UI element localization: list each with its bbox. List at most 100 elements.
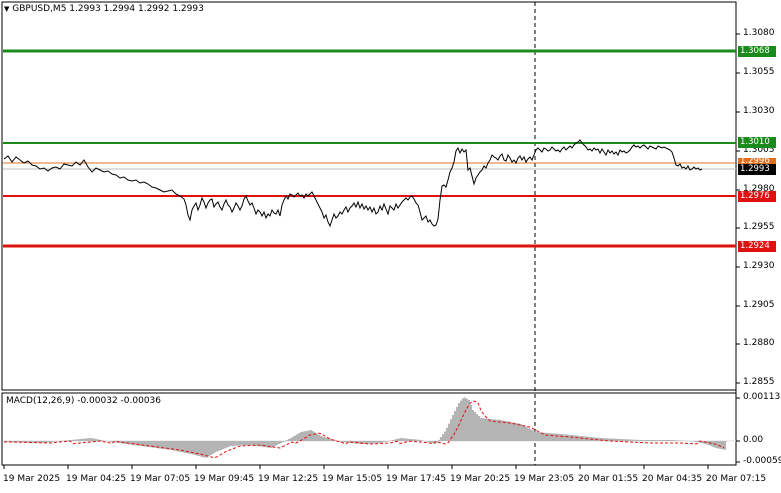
macd-histogram-bar — [680, 441, 682, 442]
macd-histogram-bar — [92, 438, 94, 441]
macd-histogram-bar — [464, 398, 466, 441]
macd-histogram-bar — [388, 441, 390, 442]
time-label: 19 Mar 07:05 — [130, 474, 190, 484]
time-label: 19 Mar 2025 — [3, 474, 60, 484]
macd-histogram-bar — [138, 441, 140, 446]
macd-histogram-bar — [672, 440, 674, 441]
macd-histogram-bar — [184, 441, 186, 453]
macd-histogram-bar — [312, 431, 314, 441]
price-tag-green-top: 1.3068 — [738, 46, 776, 57]
macd-histogram-bar — [624, 439, 626, 441]
macd-histogram-bar — [444, 431, 446, 441]
macd-histogram-bar — [472, 410, 474, 441]
macd-histogram-bar — [516, 423, 518, 441]
macd-histogram-bar — [690, 441, 692, 442]
macd-histogram-bar — [318, 435, 320, 441]
macd-histogram-bar — [488, 419, 490, 441]
macd-histogram-bar — [518, 424, 520, 441]
macd-histogram-bar — [32, 441, 34, 443]
time-label: 19 Mar 17:45 — [386, 474, 446, 484]
macd-histogram-bar — [286, 440, 288, 441]
time-label: 19 Mar 15:05 — [322, 474, 382, 484]
symbol-quote-text: GBPUSD,M5 1.2993 1.2994 1.2992 1.2993 — [12, 4, 204, 14]
macd-histogram-bar — [214, 441, 216, 453]
macd-histogram-bar — [718, 441, 720, 449]
macd-histogram-bar — [86, 438, 88, 441]
macd-histogram-bar — [298, 433, 300, 441]
macd-histogram-bar — [412, 439, 414, 441]
macd-histogram-bar — [22, 441, 24, 443]
macd-histogram-bar — [282, 441, 284, 442]
macd-tick-label: 0.00113 — [743, 392, 780, 402]
macd-histogram-bar — [84, 439, 86, 441]
macd-histogram-bar — [616, 439, 618, 441]
macd-histogram-bar — [722, 441, 724, 449]
macd-histogram-bar — [512, 422, 514, 441]
macd-histogram-bar — [226, 441, 228, 448]
macd-histogram-bar — [54, 441, 56, 442]
macd-histogram-bar — [174, 441, 176, 451]
macd-histogram-bar — [476, 414, 478, 441]
macd-histogram-bar — [12, 441, 14, 442]
macd-histogram-bar — [418, 440, 420, 441]
price-tick-label: 1.3030 — [743, 106, 775, 116]
macd-histogram-bar — [636, 440, 638, 441]
macd-histogram-bar — [508, 422, 510, 441]
macd-histogram-bar — [224, 441, 226, 448]
macd-histogram-bar — [374, 441, 376, 443]
macd-histogram-bar — [108, 441, 110, 442]
macd-histogram-bar — [368, 441, 370, 444]
macd-histogram-bar — [576, 436, 578, 441]
macd-histogram-bar — [42, 441, 44, 443]
macd-histogram-bar — [144, 441, 146, 447]
macd-histogram-bar — [634, 440, 636, 441]
macd-histogram-bar — [480, 418, 482, 441]
price-tick-label: 1.3080 — [743, 28, 775, 38]
macd-histogram-bar — [212, 441, 214, 454]
macd-histogram-bar — [654, 440, 656, 441]
macd-histogram-bar — [230, 441, 232, 446]
macd-histogram-bar — [194, 441, 196, 455]
macd-histogram-bar — [646, 440, 648, 441]
macd-histogram-bar — [664, 440, 666, 441]
macd-histogram-bar — [622, 439, 624, 441]
macd-histogram-bar — [608, 438, 610, 441]
price-tick-label: 1.2930 — [743, 261, 775, 271]
macd-histogram-bar — [652, 440, 654, 441]
macd-histogram — [4, 398, 728, 458]
macd-histogram-bar — [648, 440, 650, 441]
macd-histogram-bar — [678, 440, 680, 441]
macd-histogram-bar — [696, 441, 698, 442]
macd-histogram-bar — [132, 441, 134, 445]
time-axis-ticks — [4, 465, 708, 469]
macd-histogram-bar — [386, 441, 388, 442]
macd-histogram-bar — [674, 440, 676, 441]
macd-histogram-bar — [446, 428, 448, 441]
macd-histogram-bar — [72, 440, 74, 441]
macd-histogram-bar — [614, 439, 616, 441]
macd-histogram-bar — [50, 441, 52, 442]
symbol-header[interactable]: ▼ GBPUSD,M5 1.2993 1.2994 1.2992 1.2993 — [4, 4, 204, 14]
macd-histogram-bar — [536, 432, 538, 441]
macd-histogram-bar — [588, 437, 590, 441]
macd-histogram-bar — [428, 441, 430, 442]
price-tick-label: 1.3055 — [743, 67, 775, 77]
macd-histogram-bar — [410, 439, 412, 441]
macd-histogram-bar — [448, 424, 450, 441]
macd-histogram-bar — [344, 441, 346, 442]
collapse-triangle-icon[interactable]: ▼ — [4, 5, 9, 13]
macd-histogram-bar — [530, 429, 532, 441]
macd-histogram-bar — [500, 420, 502, 441]
macd-histogram-bar — [420, 440, 422, 441]
macd-histogram-bar — [310, 430, 312, 441]
macd-histogram-bar — [494, 419, 496, 441]
macd-histogram-bar — [486, 419, 488, 441]
macd-histogram-bar — [216, 441, 218, 452]
macd-histogram-bar — [246, 441, 248, 445]
macd-histogram-bar — [632, 440, 634, 441]
time-label: 19 Mar 12:25 — [258, 474, 318, 484]
macd-histogram-bar — [498, 420, 500, 441]
price-tick-label: 1.2880 — [743, 338, 775, 348]
